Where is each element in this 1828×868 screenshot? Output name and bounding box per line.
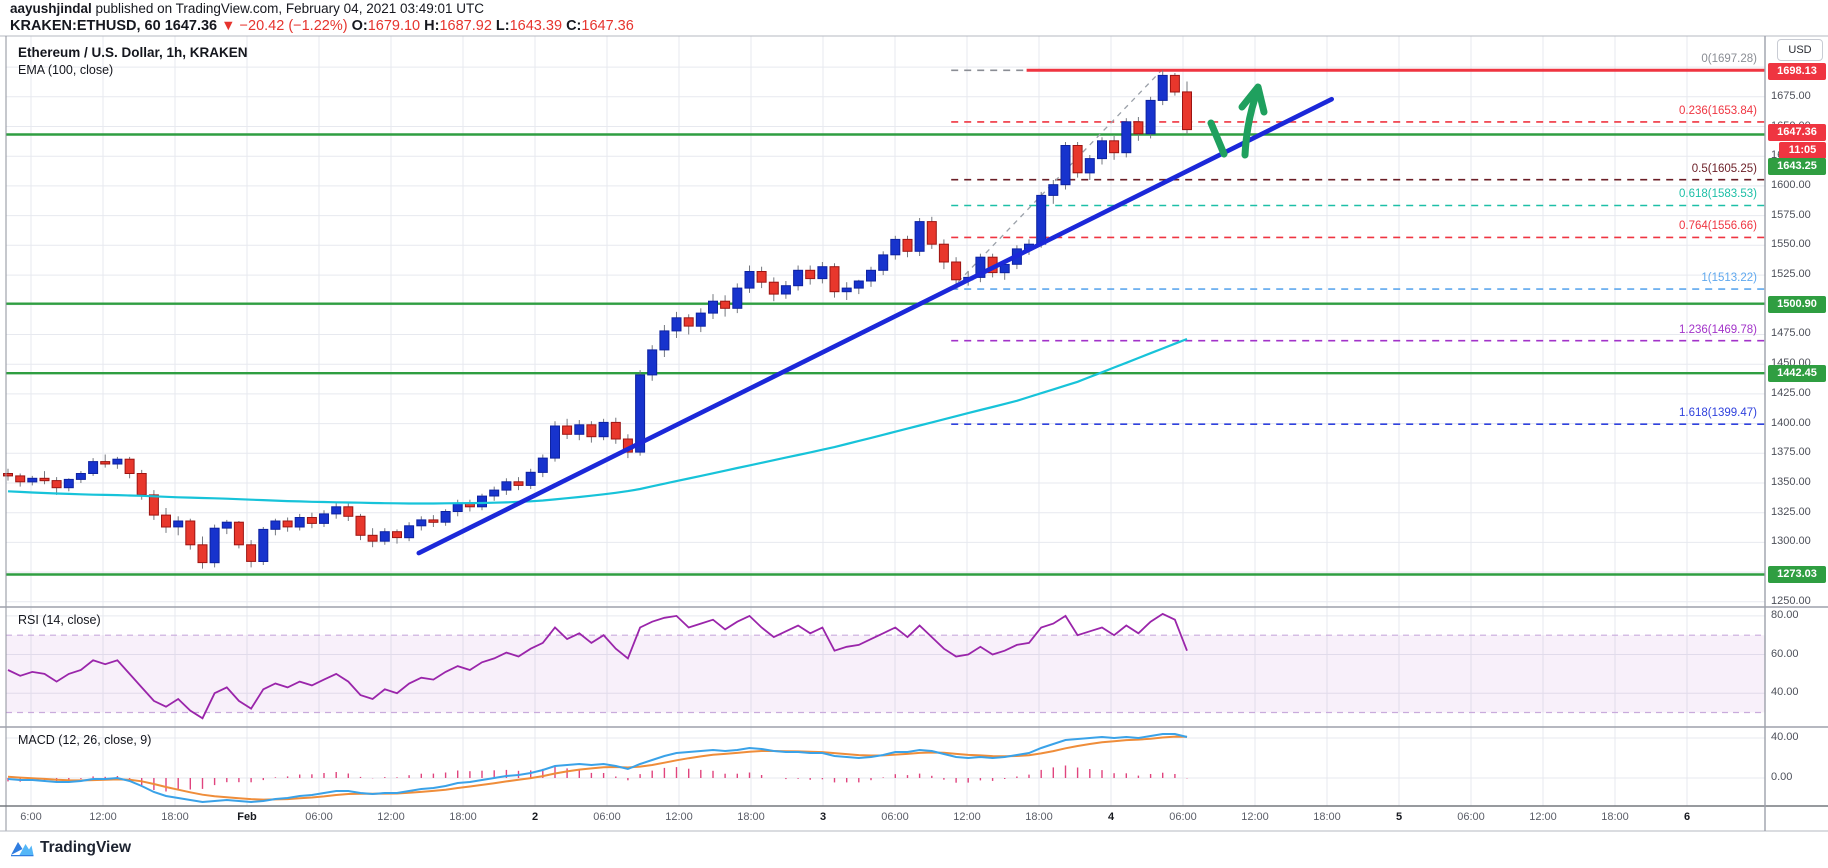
low-value: 1643.39 <box>509 18 563 34</box>
rsi-indicator-label: RSI (14, close) <box>18 613 101 627</box>
price-axis-tick: 1250.00 <box>1771 594 1811 607</box>
time-axis-label: 18:00 <box>449 811 477 823</box>
time-axis-label: 12:00 <box>665 811 693 823</box>
tradingview-logo[interactable]: TradingView <box>10 838 131 858</box>
price-axis-tick: 1325.00 <box>1771 505 1811 518</box>
time-axis-label: 12:00 <box>1529 811 1557 823</box>
price-axis-tick: 1425.00 <box>1771 386 1811 399</box>
time-axis-label: 06:00 <box>593 811 621 823</box>
fib-level-label: 1.236(1469.78) <box>1678 323 1757 336</box>
ema-indicator-label: EMA (100, close) <box>18 63 114 77</box>
high-value: 1687.92 <box>439 18 492 34</box>
rsi-axis-tick: 60.00 <box>1771 647 1799 660</box>
price-change: ▼ −20.42 (−1.22%) <box>221 18 348 34</box>
time-axis-label: 6 <box>1683 811 1691 823</box>
bar-countdown-tag: 11:05 <box>1779 141 1826 159</box>
tradingview-logo-icon <box>11 842 34 857</box>
tradingview-brand-text: TradingView <box>40 839 132 856</box>
fib-level-label: 0(1697.28) <box>1701 53 1757 66</box>
rsi-axis-tick: 80.00 <box>1771 608 1799 621</box>
time-axis-label: 18:00 <box>161 811 189 823</box>
price-tag: 1500.90 <box>1768 295 1826 313</box>
time-axis-label: 12:00 <box>377 811 405 823</box>
fib-level-label: 1(1513.22) <box>1701 272 1757 285</box>
price-axis-tick: 1400.00 <box>1771 416 1811 429</box>
fib-level-label: 1.618(1399.47) <box>1678 407 1757 420</box>
time-axis-label: 06:00 <box>305 811 333 823</box>
open-label: O: <box>351 18 368 34</box>
price-axis-tick: 1300.00 <box>1771 535 1811 548</box>
time-axis-label: 18:00 <box>1601 811 1629 823</box>
fib-level-label: 0.618(1583.53) <box>1678 188 1757 201</box>
price-tag: 1698.13 <box>1768 62 1826 80</box>
low-label: L: <box>495 18 510 34</box>
macd-axis-tick: 0.00 <box>1771 771 1793 783</box>
price-axis-tick: 1675.00 <box>1771 89 1811 102</box>
macd-axis-tick: 40.00 <box>1771 731 1799 743</box>
currency-toggle-button[interactable]: USD <box>1777 39 1823 61</box>
rsi-axis-tick: 40.00 <box>1771 686 1799 699</box>
price-tag: 1442.45 <box>1768 364 1826 382</box>
author-name: aayushjindal <box>10 1 92 16</box>
price-tag: 1273.03 <box>1768 565 1826 583</box>
time-axis-label: 3 <box>819 811 827 823</box>
time-axis-label: 06:00 <box>1457 811 1485 823</box>
macd-indicator-label: MACD (12, 26, close, 9) <box>18 733 152 747</box>
publish-note: published on TradingView.com, February 0… <box>91 1 485 16</box>
close-label: C: <box>566 18 582 34</box>
price-axis-tick: 1550.00 <box>1771 238 1811 251</box>
time-axis-label: Feb <box>237 811 257 823</box>
price-axis-tick: 1525.00 <box>1771 268 1811 281</box>
chart-title: Ethereum / U.S. Dollar, 1h, KRAKEN <box>18 45 248 60</box>
last-price: 1647.36 <box>164 18 218 34</box>
time-axis-label: 18:00 <box>1313 811 1341 823</box>
fib-level-label: 0.5(1605.25) <box>1691 162 1757 175</box>
price-axis-tick: 1600.00 <box>1771 178 1811 191</box>
time-axis-label: 4 <box>1107 811 1115 823</box>
time-axis-label: 06:00 <box>1169 811 1197 823</box>
publish-header: aayushjindal published on TradingView.co… <box>10 1 634 34</box>
time-axis-label: 2 <box>531 811 539 823</box>
time-axis-label: 18:00 <box>737 811 765 823</box>
fib-level-label: 0.764(1556.66) <box>1678 220 1757 233</box>
price-axis-tick: 1475.00 <box>1771 327 1811 340</box>
time-axis-label: 12:00 <box>89 811 117 823</box>
open-value: 1679.10 <box>367 18 421 34</box>
fib-level-label: 0.236(1653.84) <box>1678 104 1757 117</box>
time-axis-label: 12:00 <box>953 811 981 823</box>
high-label: H: <box>424 18 440 34</box>
time-axis-label: 18:00 <box>1025 811 1053 823</box>
price-axis-tick: 1375.00 <box>1771 446 1811 459</box>
time-axis-label: 06:00 <box>881 811 909 823</box>
price-tag: 1643.25 <box>1768 157 1826 175</box>
time-axis-label: 12:00 <box>1241 811 1269 823</box>
close-value: 1647.36 <box>581 18 634 34</box>
price-axis-tick: 1350.00 <box>1771 476 1811 488</box>
time-axis-label: 6:00 <box>20 811 42 823</box>
price-axis-tick: 1575.00 <box>1771 208 1811 221</box>
price-tag: 1647.36 <box>1768 123 1826 141</box>
symbol-info: KRAKEN:ETHUSD, 60 <box>10 18 161 34</box>
time-axis-label: 5 <box>1395 811 1403 823</box>
